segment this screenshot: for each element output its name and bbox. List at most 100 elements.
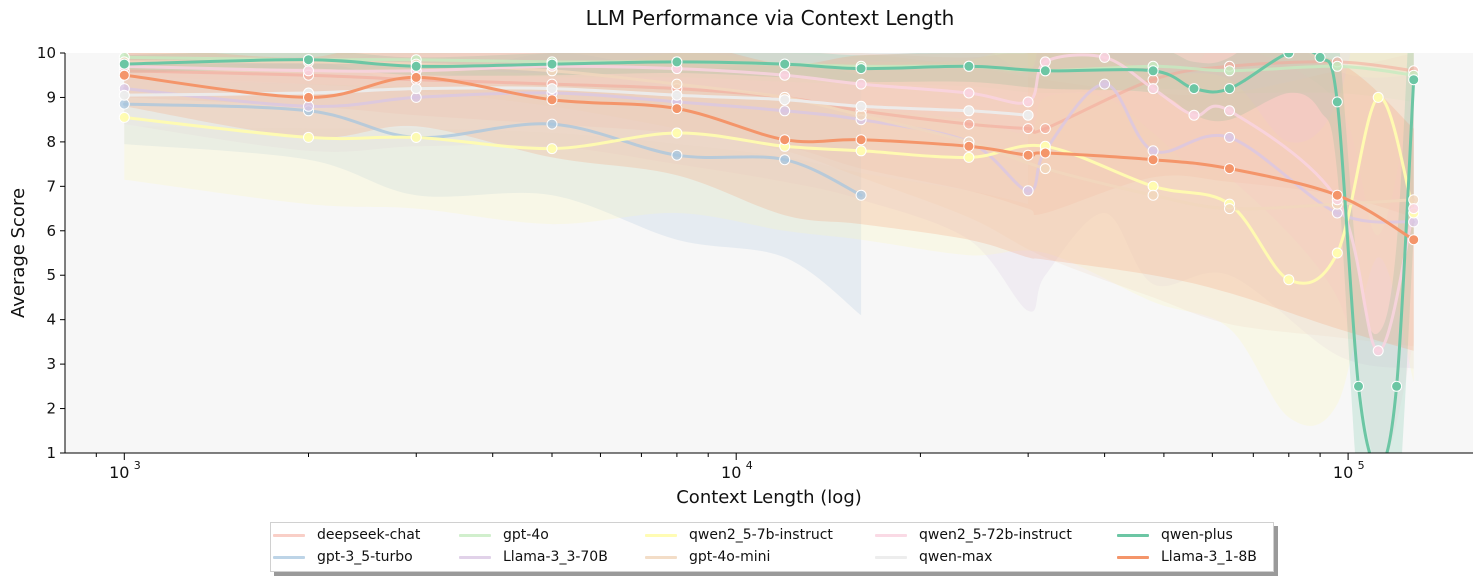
point-qwen-plus [1373, 461, 1383, 471]
legend-swatch [875, 533, 907, 537]
point-qwen2_5-72b-instruct [303, 65, 314, 77]
line-qwen2_5-72b-instruct [122, 53, 1416, 353]
point-qwen2_5-7b-instruct [963, 151, 975, 163]
y-axis-label: Average Score [8, 188, 29, 318]
series-markers [118, 53, 1420, 471]
point-qwen-plus [779, 58, 791, 70]
point-qwen2_5-7b-instruct [546, 143, 558, 155]
point-Llama-3_1-8B [303, 91, 314, 103]
point-qwen2_5-7b-instruct [1283, 274, 1295, 286]
point-qwen-plus [1331, 96, 1343, 108]
point-gpt-4o-mini [1039, 163, 1051, 175]
band-qwen2_5-72b-instruct [124, 53, 1414, 453]
legend-label: qwen2_5-72b-instruct [919, 527, 1072, 543]
point-Llama-3_1-8B [1331, 189, 1343, 201]
legend-swatch [645, 533, 677, 537]
x-tick-label: 10 [109, 463, 129, 482]
x-tick-exponent: 3 [134, 459, 141, 472]
legend: deepseek-chat gpt-3_5-turbo gpt-4o Llama-3_… [270, 522, 1278, 576]
point-qwen2_5-7b-instruct [671, 127, 683, 139]
x-tick-exponent: 4 [746, 459, 753, 472]
legend-item: qwen2_5-72b-instruct [875, 525, 1072, 545]
point-qwen-plus [410, 60, 422, 72]
point-qwen-max [671, 89, 683, 101]
y-tick-label: 5 [46, 266, 56, 284]
legend-item: Llama-3_3-70B [459, 547, 608, 567]
point-qwen-plus [1314, 53, 1326, 63]
point-qwen-plus [1353, 380, 1364, 392]
x-tick-label: 10 [1333, 463, 1353, 482]
point-Llama-3_1-8B [1224, 163, 1235, 175]
legend-label: qwen-max [919, 549, 993, 565]
band-gpt-4o-mini [124, 53, 1414, 347]
legend-swatch [459, 555, 491, 559]
point-Llama-3_1-8B [1039, 147, 1051, 159]
legend-label: Llama-3_3-70B [503, 549, 608, 565]
point-qwen-max [1022, 109, 1034, 121]
point-qwen-plus [963, 60, 975, 72]
point-qwen2_5-72b-instruct [963, 87, 975, 99]
point-gpt-4o-mini [1224, 203, 1235, 215]
point-qwen-max [855, 100, 867, 112]
legend-label: qwen-plus [1161, 527, 1233, 543]
x-ticks: 10 3 10 4 10 5 [95, 453, 1365, 482]
point-qwen-plus [1224, 83, 1235, 95]
point-qwen-plus [1188, 83, 1200, 95]
legend-label: gpt-3_5-turbo [317, 549, 413, 565]
point-qwen-plus [1391, 380, 1403, 392]
y-tick-label: 2 [46, 400, 56, 418]
band-Llama-3_3-70B [124, 53, 1414, 369]
legend-swatch [273, 555, 305, 559]
chart-title: LLM Performance via Context Length [586, 6, 955, 30]
point-qwen-plus [855, 63, 867, 75]
legend-item: deepseek-chat [273, 525, 420, 545]
point-Llama-3_1-8B [963, 140, 975, 152]
point-gpt-3_5-turbo [671, 149, 683, 161]
point-Llama-3_3-70B [1099, 78, 1111, 90]
point-qwen2_5-72b-instruct [1224, 105, 1235, 117]
point-qwen2_5-72b-instruct [1099, 53, 1111, 63]
band-gpt-3_5-turbo [124, 53, 862, 316]
point-Llama-3_1-8B [410, 71, 422, 83]
point-qwen-max [410, 83, 422, 95]
point-qwen-max [963, 105, 975, 117]
point-qwen-max [118, 89, 130, 101]
point-qwen2_5-72b-instruct [1408, 203, 1420, 215]
point-qwen-plus [1408, 74, 1420, 86]
point-gpt-3_5-turbo [855, 189, 867, 201]
plot-area [65, 53, 1473, 453]
point-Llama-3_1-8B [671, 103, 683, 115]
legend-label: deepseek-chat [317, 527, 421, 543]
y-tick-label: 10 [37, 44, 56, 62]
point-qwen2_5-7b-instruct [118, 111, 130, 123]
legend-item: gpt-4o [459, 525, 549, 545]
point-Llama-3_3-70B [1022, 185, 1034, 197]
point-gpt-4o [1224, 65, 1235, 77]
legend-item: qwen-plus [1117, 525, 1233, 545]
legend-item: gpt-4o-mini [645, 547, 770, 567]
legend-swatch [875, 555, 907, 559]
point-qwen-max [779, 94, 791, 106]
line-qwen2_5-7b-instruct [122, 95, 1416, 285]
point-gpt-3_5-turbo [779, 154, 791, 166]
point-qwen2_5-7b-instruct [303, 131, 314, 143]
point-qwen2_5-7b-instruct [410, 131, 422, 143]
point-qwen-plus [1039, 65, 1051, 77]
point-qwen-plus [671, 56, 683, 68]
band-qwen-plus [124, 53, 1414, 453]
point-gpt-4o [1331, 60, 1343, 72]
legend-item: qwen2_5-7b-instruct [645, 525, 833, 545]
legend-item: qwen-max [875, 547, 992, 567]
legend-swatch [459, 533, 491, 537]
y-tick-label: 9 [46, 88, 56, 106]
x-tick-exponent: 5 [1358, 459, 1365, 472]
axes [64, 53, 1473, 454]
legend-item: gpt-3_5-turbo [273, 547, 413, 567]
legend-label: gpt-4o [503, 527, 549, 543]
point-Llama-3_1-8B [779, 134, 791, 146]
point-qwen-plus [118, 58, 130, 70]
band-qwen2_5-7b-instruct [124, 53, 1414, 426]
point-Llama-3_3-70B [779, 105, 791, 117]
legend-swatch [273, 533, 305, 537]
